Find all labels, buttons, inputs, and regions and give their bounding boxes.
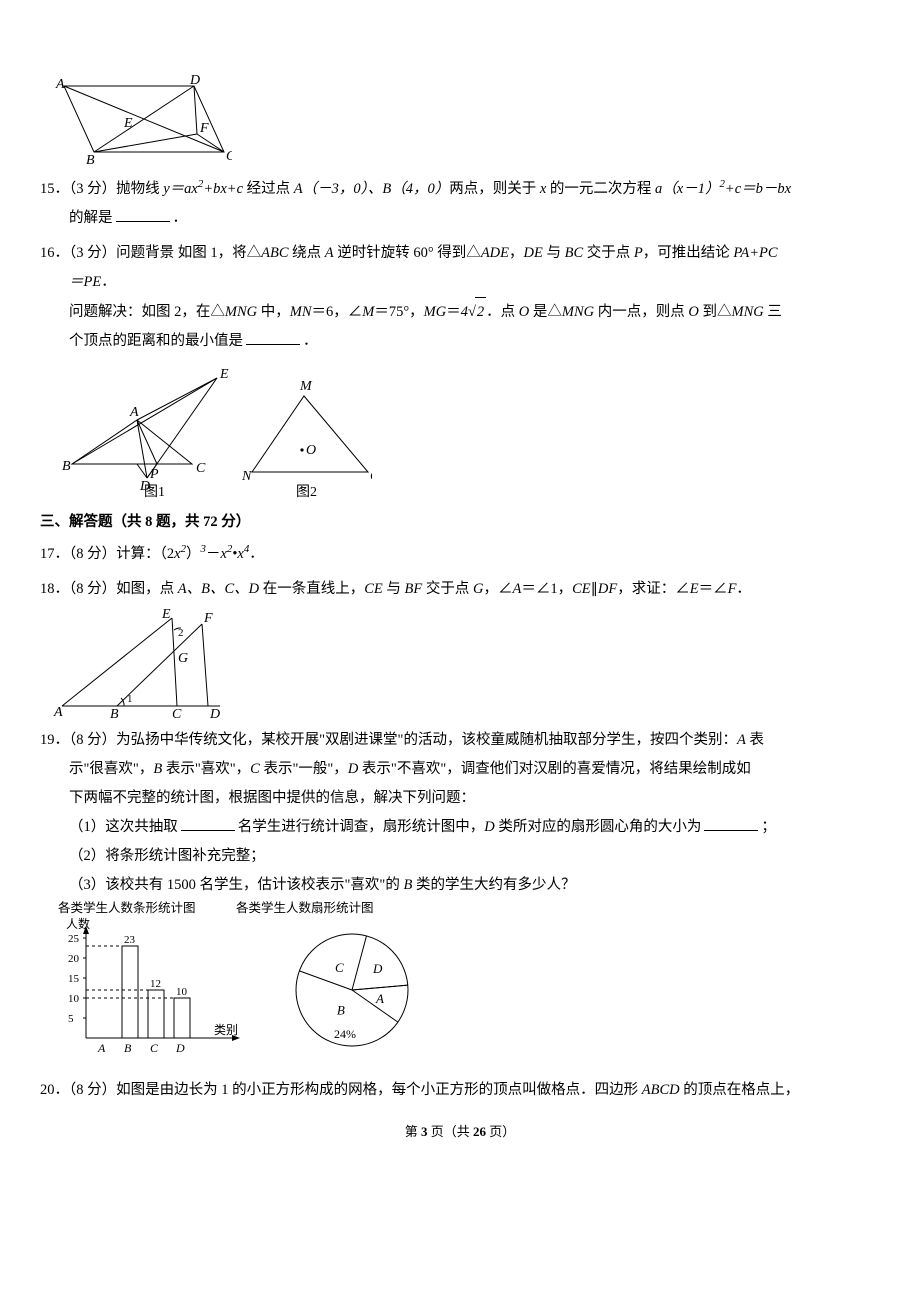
svg-text:C: C xyxy=(226,149,232,164)
svg-text:12: 12 xyxy=(150,978,161,990)
question-15: 15．（3 分）抛物线 y＝ax2+bx+c 经过点 A（－3，0）、B（4，0… xyxy=(40,174,880,233)
q20-num: 20．（8 分） xyxy=(40,1082,116,1098)
svg-text:23: 23 xyxy=(124,934,136,946)
q16-blank[interactable] xyxy=(246,329,300,345)
svg-text:M: M xyxy=(299,379,313,394)
q17-num: 17．（8 分） xyxy=(40,546,116,562)
q19-charts: 各类学生人数条形统计图 各类学生人数扇形统计图 人数 510152025 A23… xyxy=(40,900,880,1070)
q14-figure: A D B C E F xyxy=(52,74,880,166)
svg-text:图2: 图2 xyxy=(296,485,317,500)
svg-text:类别: 类别 xyxy=(214,1023,238,1037)
svg-text:10: 10 xyxy=(68,993,80,1005)
svg-text:2: 2 xyxy=(178,627,184,639)
svg-text:24%: 24% xyxy=(334,1027,356,1041)
svg-text:C: C xyxy=(150,1041,159,1055)
svg-text:D: D xyxy=(209,707,220,718)
svg-text:F: F xyxy=(199,121,209,136)
question-17: 17．（8 分）计算：（2x2）3－x2•x4． xyxy=(40,539,880,569)
svg-text:图1: 图1 xyxy=(144,485,165,500)
svg-text:D: D xyxy=(175,1041,185,1055)
question-16: 16．（3 分）问题背景 如图 1，将△ABC 绕点 A 逆时针旋转 60° 得… xyxy=(40,239,880,500)
svg-text:25: 25 xyxy=(68,933,80,945)
svg-text:D: D xyxy=(189,74,200,88)
svg-text:B: B xyxy=(110,707,119,718)
question-18: 18．（8 分）如图，点 A、B、C、D 在一条直线上，CE 与 BF 交于点 … xyxy=(40,575,880,718)
q16-num: 16．（3 分） xyxy=(40,245,116,261)
question-19: 19．（8 分）为弘扬中华传统文化，某校开展"双剧进课堂"的活动，该校童威随机抽… xyxy=(40,726,880,1070)
svg-text:C: C xyxy=(172,707,182,718)
svg-text:P: P xyxy=(149,467,159,482)
page-footer: 第 3 页（共 26 页） xyxy=(40,1119,880,1145)
svg-text:B: B xyxy=(336,1002,344,1017)
svg-text:15: 15 xyxy=(68,973,80,985)
svg-text:A: A xyxy=(129,405,139,420)
svg-text:各类学生人数条形统计图: 各类学生人数条形统计图 xyxy=(58,900,196,915)
svg-text:A: A xyxy=(55,77,65,92)
svg-text:20: 20 xyxy=(68,953,80,965)
q16-svg: A B C D E P 图1 M N G O 图2 xyxy=(52,360,372,500)
svg-text:F: F xyxy=(203,611,213,626)
q15-num: 15．（3 分） xyxy=(40,181,116,197)
svg-text:各类学生人数扇形统计图: 各类学生人数扇形统计图 xyxy=(236,900,374,915)
svg-text:G: G xyxy=(370,469,372,484)
q18-svg: A B C D E F G 1 2 xyxy=(52,608,232,718)
q19-num: 19．（8 分） xyxy=(40,732,116,748)
q15-blank[interactable] xyxy=(116,206,170,222)
q19-blank-2[interactable] xyxy=(704,815,758,831)
svg-text:G: G xyxy=(178,651,188,666)
svg-text:B: B xyxy=(62,459,71,474)
svg-text:B: B xyxy=(124,1041,132,1055)
q19-charts-svg: 各类学生人数条形统计图 各类学生人数扇形统计图 人数 510152025 A23… xyxy=(52,900,472,1070)
svg-text:B: B xyxy=(86,153,95,166)
svg-text:A: A xyxy=(375,990,384,1005)
svg-text:5: 5 xyxy=(68,1013,74,1025)
q14-svg: A D B C E F xyxy=(52,74,232,166)
svg-text:E: E xyxy=(123,116,133,131)
q19-blank-1[interactable] xyxy=(181,815,235,831)
svg-text:1: 1 xyxy=(127,693,133,705)
svg-text:A: A xyxy=(97,1041,106,1055)
svg-text:C: C xyxy=(196,461,206,476)
svg-text:N: N xyxy=(241,469,252,484)
svg-text:C: C xyxy=(335,960,344,975)
question-20: 20．（8 分）如图是由边长为 1 的小正方形构成的网格，每个小正方形的顶点叫做… xyxy=(40,1076,880,1105)
svg-text:E: E xyxy=(161,608,171,622)
svg-text:D: D xyxy=(372,961,383,976)
svg-text:10: 10 xyxy=(176,986,188,998)
q18-figure: A B C D E F G 1 2 xyxy=(52,608,880,718)
q18-num: 18．（8 分） xyxy=(40,581,116,597)
svg-text:E: E xyxy=(219,367,229,382)
svg-text:O: O xyxy=(306,443,316,458)
svg-text:A: A xyxy=(53,705,63,718)
section-three-heading: 三、解答题（共 8 题，共 72 分） xyxy=(40,508,880,537)
q16-figure: A B C D E P 图1 M N G O 图2 xyxy=(52,360,880,500)
